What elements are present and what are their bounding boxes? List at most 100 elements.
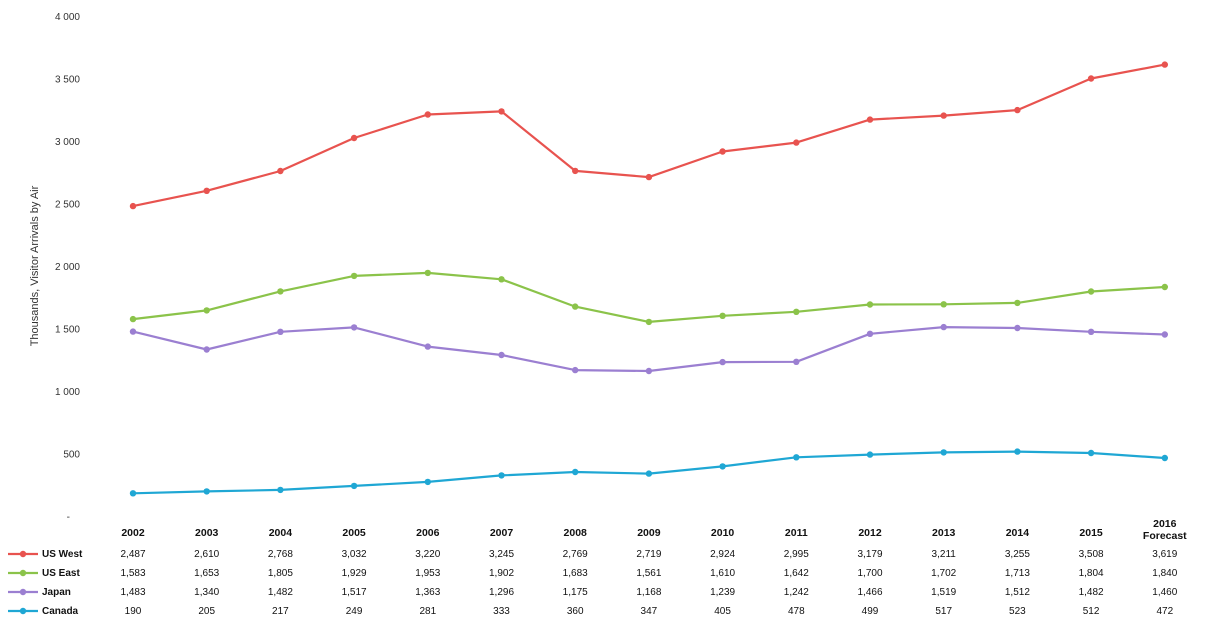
table-cell-value: 3,255 — [1005, 549, 1030, 560]
data-point — [203, 307, 210, 314]
x-category-label: 2004 — [269, 527, 293, 539]
legend-series-name: US East — [42, 568, 80, 579]
x-category-label: 2002 — [121, 527, 145, 539]
y-tick-label: 3 500 — [55, 75, 80, 86]
data-point — [572, 303, 579, 310]
table-cell-value: 333 — [493, 606, 510, 617]
data-point — [1087, 288, 1095, 295]
legend-key-marker — [19, 607, 27, 615]
data-point — [793, 139, 800, 146]
series-line-japan — [132, 326, 1165, 373]
table-cell-value: 1,700 — [857, 568, 882, 579]
data-point — [793, 454, 800, 461]
data-point — [719, 148, 726, 155]
table-cell-value: 1,482 — [1079, 587, 1104, 598]
table-cell-value: 1,175 — [563, 587, 588, 598]
x-category-label: 2010 — [711, 527, 735, 539]
data-point — [1087, 75, 1095, 82]
series-line-us-east — [132, 271, 1165, 323]
data-point — [203, 187, 210, 194]
data-point — [277, 486, 284, 494]
table-cell-value: 1,363 — [415, 587, 440, 598]
table-cell-value: 1,805 — [268, 568, 293, 579]
data-point — [498, 276, 505, 283]
data-point — [645, 318, 653, 326]
x-category-label: 2003 — [195, 527, 219, 539]
data-point — [1014, 106, 1021, 114]
data-point — [1087, 328, 1095, 335]
data-point — [1161, 61, 1169, 68]
table-cell-value: 360 — [567, 606, 584, 617]
data-point — [1014, 324, 1021, 332]
table-cell-value: 1,702 — [931, 568, 956, 579]
table-cell-value: 1,653 — [194, 568, 219, 579]
table-cell-value: 517 — [935, 606, 952, 617]
x-category-label: 2011 — [785, 527, 808, 539]
data-point — [1014, 299, 1021, 307]
data-point — [940, 449, 947, 456]
y-tick-label: 4 000 — [55, 12, 80, 23]
table-cell-value: 3,508 — [1079, 549, 1104, 560]
data-point — [498, 108, 505, 115]
x-category-label: Forecast — [1143, 530, 1187, 542]
table-cell-value: 205 — [198, 606, 215, 617]
data-table: US West 2,487 2,610 2,768 3,032 3,220 3,245 2,7… — [8, 549, 1178, 617]
y-tick-label: - — [67, 512, 70, 523]
y-tick-label: 2 500 — [55, 200, 80, 211]
data-point — [424, 478, 431, 486]
x-category-label: 2005 — [342, 527, 366, 539]
data-point — [129, 315, 137, 323]
table-cell-value: 512 — [1083, 606, 1100, 617]
data-point — [719, 312, 726, 319]
table-cell-value: 2,924 — [710, 549, 735, 560]
data-point — [424, 111, 431, 118]
table-cell-value: 1,239 — [710, 587, 735, 598]
data-point — [129, 202, 137, 210]
table-cell-value: 3,032 — [342, 549, 367, 560]
data-point — [350, 134, 358, 142]
table-cell-value: 190 — [125, 606, 142, 617]
y-tick-label: 3 000 — [55, 137, 80, 148]
table-cell-value: 1,296 — [489, 587, 514, 598]
x-category-label: 2014 — [1006, 527, 1030, 539]
data-point — [277, 288, 284, 295]
table-cell-value: 1,460 — [1152, 587, 1177, 598]
data-point — [498, 351, 505, 359]
table-cell-value: 523 — [1009, 606, 1026, 617]
table-cell-value: 1,519 — [931, 587, 956, 598]
x-category-label: 2008 — [564, 527, 588, 539]
table-cell-value: 472 — [1156, 606, 1173, 617]
legend-series-name: Canada — [42, 606, 79, 617]
y-tick-label: 2 000 — [55, 262, 80, 273]
data-point — [498, 472, 505, 479]
table-cell-value: 1,840 — [1152, 568, 1177, 579]
data-point — [203, 488, 210, 495]
data-point — [719, 358, 726, 366]
table-cell-value: 1,168 — [636, 587, 661, 598]
y-axis: - 500 1 000 1 500 2 000 2 500 3 000 3 500 4 000 — [55, 12, 80, 523]
legend-series-name: Japan — [42, 587, 71, 598]
data-point — [1161, 454, 1169, 462]
table-cell-value: 1,483 — [120, 587, 145, 598]
table-cell-value: 2,769 — [563, 549, 588, 560]
data-point — [719, 463, 726, 470]
table-cell-value: 2,487 — [120, 549, 145, 560]
data-point — [424, 269, 431, 277]
table-cell-value: 405 — [714, 606, 731, 617]
table-cell-value: 249 — [346, 606, 363, 617]
data-point — [572, 468, 579, 476]
data-point — [940, 112, 947, 119]
data-point — [866, 330, 874, 337]
data-point — [1087, 449, 1095, 457]
data-point — [866, 301, 874, 308]
table-cell-value: 217 — [272, 606, 289, 617]
data-point — [129, 490, 137, 497]
data-point — [203, 346, 210, 353]
table-cell-value: 1,902 — [489, 568, 514, 579]
table-cell-value: 1,642 — [784, 568, 809, 579]
data-point — [350, 272, 358, 280]
table-cell-value: 1,561 — [636, 568, 661, 579]
data-point — [129, 328, 137, 335]
table-cell-value: 1,466 — [857, 587, 882, 598]
table-cell-value: 2,719 — [636, 549, 661, 560]
